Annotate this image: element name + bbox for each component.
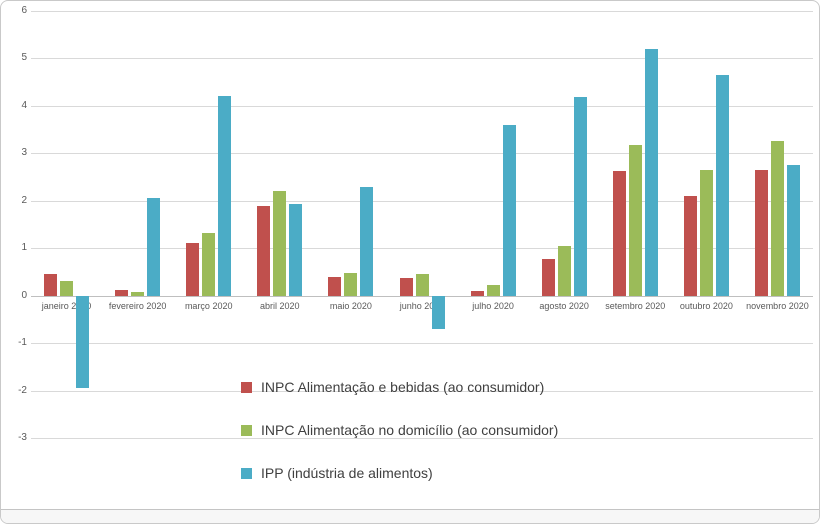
y-axis-tick-label: -3 [18,432,27,443]
bar-ipp-industria-alimentos [644,48,658,296]
x-axis-category-label: janeiro 2020 [41,300,92,311]
bar-inpc-alimentacao-domicilio [557,245,571,296]
gridline [31,248,813,250]
bar-ipp-industria-alimentos [218,96,232,296]
y-axis-tick-label: 1 [21,242,27,254]
x-axis-category-label: outubro 2020 [679,300,733,311]
bar-ipp-industria-alimentos [715,75,729,296]
gridline [31,11,813,12]
bar-inpc-alimentacao-bebidas [754,169,768,296]
x-axis-category-label: fevereiro 2020 [108,300,167,311]
bar-inpc-alimentacao-domicilio [770,141,784,296]
legend-item-inpc-alimentacao-domicilio: INPC Alimentação no domicílio (ao consum… [241,422,558,438]
gridline [31,390,813,392]
y-axis-tick-label: 4 [21,99,27,111]
bar-ipp-industria-alimentos [786,165,800,296]
legend-swatch-red-icon [241,381,252,393]
legend-label-ipp-industria-alimentos: IPP (indústria de alimentos) [261,465,433,481]
bar-ipp-industria-alimentos [573,97,587,296]
bar-inpc-alimentacao-domicilio [131,292,145,296]
x-axis-category-label: agosto 2020 [539,300,589,311]
bar-inpc-alimentacao-bebidas [257,205,271,296]
bar-inpc-alimentacao-bebidas [470,290,484,296]
bar-ipp-industria-alimentos [431,295,445,329]
y-axis-tick-label: -2 [18,384,27,396]
x-axis-category-label: março 2020 [184,300,233,311]
bar-inpc-alimentacao-bebidas [541,258,555,296]
bar-inpc-alimentacao-bebidas [115,289,129,296]
gridline [31,438,813,439]
bar-ipp-industria-alimentos [76,295,90,389]
gridline [31,105,813,107]
y-axis-tick-label: 3 [21,147,27,159]
bar-inpc-alimentacao-bebidas [399,278,413,296]
bar-inpc-alimentacao-domicilio [202,232,216,296]
bar-ipp-industria-alimentos [147,198,161,296]
legend-item-inpc-alimentacao-bebidas: INPC Alimentação e bebidas (ao consumido… [241,379,558,395]
y-axis-tick-label: 6 [21,5,27,16]
bar-ipp-industria-alimentos [502,124,516,296]
bar-inpc-alimentacao-domicilio [699,169,713,296]
x-axis-category-label: junho 2020 [399,300,445,311]
bar-ipp-industria-alimentos [289,204,303,296]
legend-item-ipp-industria-alimentos: IPP (indústria de alimentos) [241,465,558,481]
x-axis-category-label: abril 2020 [260,300,300,311]
gridline [31,200,813,202]
gridline [31,153,813,155]
bar-inpc-alimentacao-domicilio [273,191,287,296]
bar-inpc-alimentacao-bebidas [683,196,697,296]
x-axis-category-label: julho 2020 [472,300,514,311]
y-axis-tick-label: 2 [21,194,27,206]
chart-legend: INPC Alimentação e bebidas (ao consumido… [241,379,558,481]
gridline [31,343,813,345]
bar-inpc-alimentacao-bebidas [44,274,58,296]
y-axis-tick-label: -1 [18,337,27,349]
legend-label-inpc-alimentacao-bebidas: INPC Alimentação e bebidas (ao consumido… [261,379,545,395]
bar-inpc-alimentacao-bebidas [186,243,200,296]
bar-inpc-alimentacao-domicilio [628,144,642,296]
gridline [31,58,813,60]
x-axis-category-label: setembro 2020 [605,300,666,311]
bar-inpc-alimentacao-bebidas [612,171,626,296]
bar-ipp-industria-alimentos [360,186,374,296]
legend-swatch-green-icon [241,424,252,436]
y-axis-tick-label: 5 [21,52,27,64]
x-axis-category-label: maio 2020 [329,300,372,311]
bar-inpc-alimentacao-bebidas [328,276,342,296]
zero-axis-line [31,295,813,297]
y-axis-tick-label: 0 [21,289,27,301]
bar-inpc-alimentacao-domicilio [60,281,74,296]
legend-swatch-blue-icon [241,467,252,479]
bar-inpc-alimentacao-domicilio [486,285,500,296]
x-axis-category-label: novembro 2020 [746,300,809,311]
bar-inpc-alimentacao-domicilio [415,274,429,296]
bar-inpc-alimentacao-domicilio [344,272,358,296]
legend-label-inpc-alimentacao-domicilio: INPC Alimentação no domicílio (ao consum… [261,422,559,438]
window-bottom-edge [1,509,819,523]
